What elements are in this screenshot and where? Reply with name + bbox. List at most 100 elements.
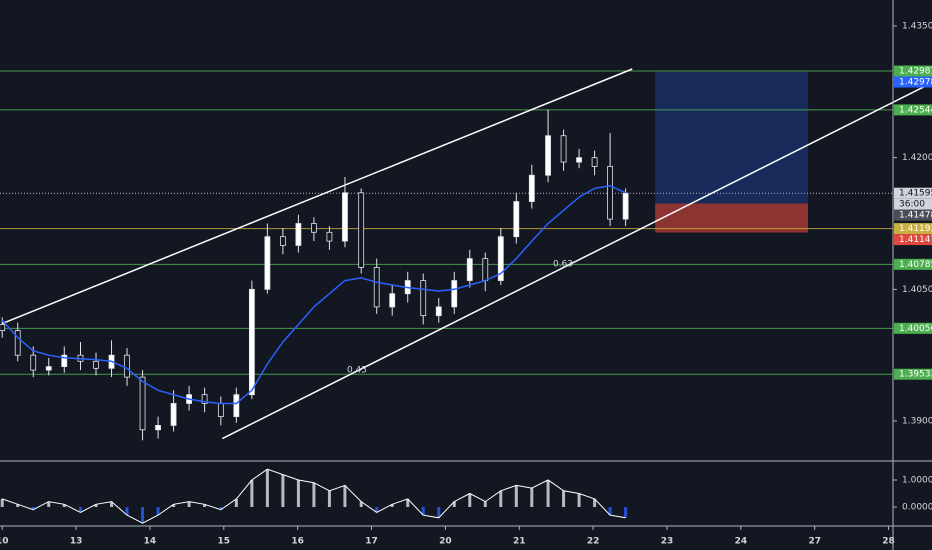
position-label: 1.41147: [899, 235, 932, 245]
osc-bar: [468, 493, 472, 507]
price-label: 1.42987: [899, 67, 932, 77]
y-tick-label: 1.40500: [902, 285, 932, 295]
candle-body: [435, 306, 442, 317]
candle-body: [576, 157, 582, 163]
osc-bar: [390, 504, 394, 507]
osc-bar: [0, 498, 4, 507]
price-label-bg: [894, 187, 932, 199]
position-label: 1.42978: [899, 78, 932, 88]
price-label: 1.39533: [899, 370, 932, 380]
osc-bar: [452, 501, 456, 507]
osc-bar: [624, 506, 628, 518]
x-tick-label: 10: [0, 537, 8, 547]
osc-bar: [141, 506, 145, 524]
candle-body: [201, 394, 208, 404]
candle-body: [61, 354, 68, 367]
osc-bar: [546, 480, 550, 507]
osc-bar: [250, 480, 254, 507]
position-label-bg: [894, 76, 932, 88]
osc-bar: [219, 506, 223, 510]
osc-bar: [343, 485, 347, 507]
osc-bar: [593, 498, 597, 507]
osc-bar: [499, 490, 503, 507]
countdown-label-bg: [894, 198, 932, 210]
candle-body: [45, 366, 52, 371]
target-zone: [655, 71, 809, 204]
osc-bar: [79, 506, 83, 513]
candle-body: [139, 376, 146, 431]
candle-body: [124, 354, 130, 378]
x-tick-label: 22: [587, 537, 600, 547]
candle-body: [248, 288, 255, 396]
position-label: 1.41478: [899, 211, 932, 221]
candle-body: [497, 236, 504, 281]
osc-bar: [94, 504, 98, 507]
osc-bar: [375, 506, 379, 513]
osc-bar: [172, 504, 176, 507]
osc-bar: [187, 501, 191, 507]
candle-body: [326, 231, 333, 242]
candle-body: [279, 236, 286, 246]
annotation: 0.45: [347, 366, 367, 376]
candle-body: [311, 223, 317, 233]
osc-bar: [110, 501, 114, 507]
candle-body: [217, 403, 224, 418]
price-label-bg: [894, 368, 932, 380]
osc-bar: [16, 504, 20, 507]
osc-bar: [562, 490, 566, 507]
osc-bar: [406, 498, 410, 507]
x-tick-label: 13: [70, 537, 83, 547]
y-tick-label: 1.42000: [902, 153, 932, 163]
osc-bar: [281, 474, 285, 507]
candle-body: [373, 266, 380, 308]
candle-body: [389, 293, 396, 308]
osc-bar: [608, 506, 612, 516]
osc-bar: [577, 493, 581, 507]
candle-body: [170, 403, 177, 426]
osc-bar: [312, 482, 316, 507]
x-tick-label: 27: [808, 537, 821, 547]
x-tick-label: 16: [291, 537, 304, 547]
osc-bar: [156, 506, 160, 516]
candle-body: [482, 258, 489, 281]
price-label-bg: [894, 258, 932, 270]
trendline: [221, 82, 932, 440]
osc-bar: [234, 498, 238, 507]
price-label-bg: [894, 223, 932, 235]
candle-body: [451, 280, 458, 308]
moving-average: [1, 185, 626, 405]
osc-bar: [437, 506, 441, 518]
trendline: [1, 68, 633, 325]
osc-bar: [62, 504, 66, 507]
osc-bar: [47, 501, 51, 507]
candle-body: [358, 192, 365, 268]
candle-body: [342, 192, 348, 242]
annotation: 0.63: [553, 260, 573, 270]
osc-bar: [359, 501, 363, 507]
price-label: 1.40056: [899, 324, 932, 334]
osc-bar: [514, 485, 518, 507]
price-label: 1.40785: [899, 260, 932, 270]
countdown-label: 36:00: [899, 200, 925, 210]
x-tick-label: 14: [144, 537, 157, 547]
price-label-bg: [894, 104, 932, 116]
candle-body: [622, 192, 629, 220]
osc-bar: [125, 506, 129, 516]
x-tick-label: 24: [735, 537, 748, 547]
x-tick-label: 20: [439, 537, 452, 547]
y-tick-label: 1.43500: [902, 21, 932, 31]
candle-body: [545, 135, 551, 176]
candle-body: [295, 223, 302, 246]
candle-body: [420, 280, 427, 317]
position-label-bg: [894, 209, 932, 221]
price-label: 1.41192: [899, 224, 932, 234]
osc-bar: [327, 490, 331, 507]
osc-bar: [296, 480, 300, 507]
price-label-bg: [894, 65, 932, 77]
candle-body: [466, 258, 473, 281]
x-tick-label: 28: [882, 537, 895, 547]
osc-bar: [31, 506, 35, 510]
